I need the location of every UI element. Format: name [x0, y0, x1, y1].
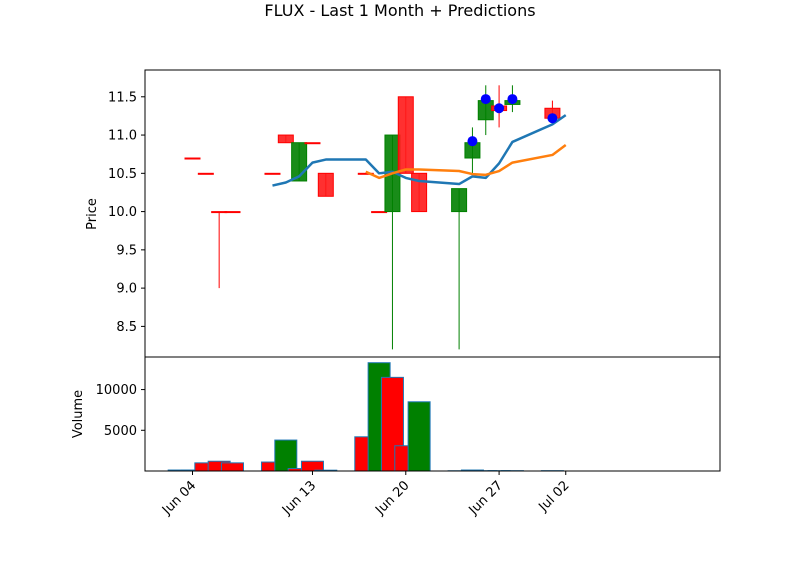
price-ytick-label: 10.0	[108, 205, 137, 220]
x-tick-label: Jun 04	[159, 478, 199, 518]
candle-body	[264, 172, 281, 175]
candle-body	[411, 172, 428, 213]
candle-body	[277, 134, 294, 144]
price-ytick-label: 11.0	[108, 129, 137, 144]
volume-axes-frame	[144, 356, 721, 472]
prediction-point	[507, 94, 518, 105]
candle	[224, 211, 241, 214]
x-tick-label: Jun 20	[372, 478, 412, 518]
candle	[464, 127, 481, 174]
ma-long-line	[365, 144, 567, 180]
x-tick-label: Jun 27	[466, 478, 506, 518]
x-tick-label: Jun 13	[279, 478, 319, 518]
prediction-point	[467, 136, 478, 147]
prediction-point	[494, 103, 505, 114]
candle-body	[357, 172, 374, 175]
volume-ytick-label: 10000	[96, 383, 137, 398]
price-ytick-label: 9.0	[116, 282, 137, 297]
price-panel: 8.5 9.0 9.5 10.0 10.5 11.0 11.5 Price	[85, 69, 721, 358]
prediction-point	[547, 113, 558, 124]
volume-bar	[220, 462, 244, 472]
price-lines	[272, 114, 567, 187]
candle	[357, 172, 374, 175]
volume-bars	[167, 362, 564, 472]
candle	[397, 96, 414, 174]
price-ytick-label: 8.5	[116, 320, 137, 335]
candle-body	[397, 96, 414, 174]
candle	[197, 172, 214, 175]
candle	[317, 172, 334, 197]
candle-body	[197, 172, 214, 175]
price-ylabel: Price	[85, 198, 100, 230]
volume-bar	[300, 460, 324, 472]
candle	[277, 134, 294, 144]
candle	[264, 172, 281, 175]
volume-panel: 5000 10000 Volume	[71, 356, 721, 472]
candle	[184, 157, 201, 160]
volume-ytick-label: 5000	[104, 424, 137, 439]
candle-body	[451, 188, 468, 213]
price-ytick-label: 11.5	[108, 90, 137, 105]
candle-body	[184, 157, 201, 160]
candle	[304, 142, 321, 145]
prediction-point	[480, 94, 491, 105]
candle-body	[211, 211, 228, 214]
price-ytick-label: 10.5	[108, 167, 137, 182]
volume-bar	[407, 401, 431, 472]
price-ytick-label: 9.5	[116, 243, 137, 258]
price-candles	[184, 85, 561, 350]
candle	[371, 211, 388, 214]
candle-body	[371, 211, 388, 214]
ma-short-line	[272, 114, 567, 187]
candle-body	[304, 142, 321, 145]
volume-y-axis: 5000 10000	[96, 383, 145, 439]
price-axes-frame	[144, 69, 721, 358]
candle	[211, 211, 228, 289]
candle	[477, 85, 494, 136]
volume-ylabel: Volume	[71, 390, 86, 438]
candle	[451, 188, 468, 350]
price-predictions	[467, 94, 558, 147]
x-tick-label: Jul 02	[536, 478, 573, 515]
candle-body	[224, 211, 241, 214]
candle	[384, 134, 401, 350]
chart-title: FLUX - Last 1 Month + Predictions	[264, 1, 535, 20]
candle-body	[317, 172, 334, 197]
volume-bar	[274, 439, 298, 472]
x-axis: Jun 04 Jun 13 Jun 20 Jun 27 Jul 02	[159, 471, 573, 519]
price-y-axis: 8.5 9.0 9.5 10.0 10.5 11.0 11.5	[108, 90, 145, 335]
